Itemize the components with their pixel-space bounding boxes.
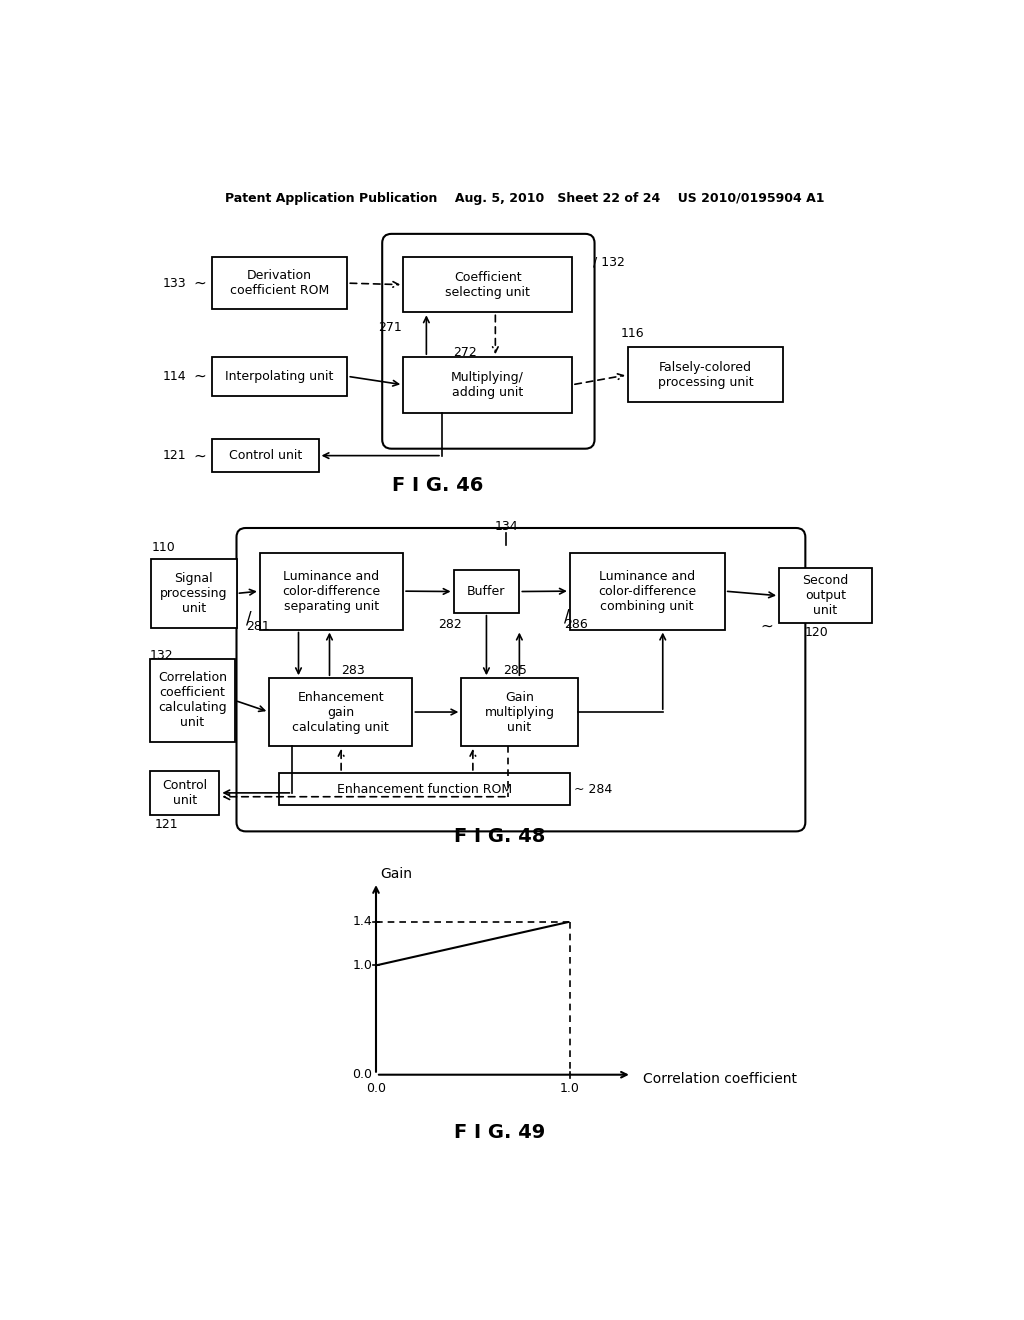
Text: 285: 285 bbox=[504, 664, 527, 677]
Text: F I G. 46: F I G. 46 bbox=[392, 477, 483, 495]
Text: 271: 271 bbox=[378, 321, 401, 334]
FancyBboxPatch shape bbox=[403, 257, 572, 313]
Text: Gain: Gain bbox=[380, 867, 412, 882]
Text: ~ 284: ~ 284 bbox=[573, 783, 612, 796]
FancyBboxPatch shape bbox=[779, 568, 872, 623]
FancyBboxPatch shape bbox=[237, 528, 805, 832]
Text: 121: 121 bbox=[155, 818, 178, 832]
FancyBboxPatch shape bbox=[461, 678, 578, 746]
Text: 1.0: 1.0 bbox=[352, 958, 372, 972]
Text: / 132: / 132 bbox=[593, 256, 625, 269]
Text: 134: 134 bbox=[495, 520, 518, 533]
FancyBboxPatch shape bbox=[150, 771, 219, 816]
Text: 1.0: 1.0 bbox=[560, 1082, 580, 1096]
Text: Coefficient
selecting unit: Coefficient selecting unit bbox=[445, 271, 530, 298]
Text: Control unit: Control unit bbox=[228, 449, 302, 462]
FancyBboxPatch shape bbox=[212, 358, 347, 396]
Text: 120: 120 bbox=[804, 626, 828, 639]
FancyBboxPatch shape bbox=[150, 659, 234, 742]
Text: 272: 272 bbox=[454, 346, 477, 359]
FancyBboxPatch shape bbox=[280, 774, 569, 805]
Text: Multiplying/
adding unit: Multiplying/ adding unit bbox=[452, 371, 524, 399]
FancyBboxPatch shape bbox=[403, 358, 572, 412]
Text: F I G. 49: F I G. 49 bbox=[455, 1123, 546, 1142]
FancyBboxPatch shape bbox=[628, 347, 783, 403]
Text: 110: 110 bbox=[152, 541, 175, 554]
Text: /: / bbox=[246, 610, 252, 628]
Text: 114: 114 bbox=[163, 370, 186, 383]
Text: Signal
processing
unit: Signal processing unit bbox=[160, 572, 227, 615]
Text: 282: 282 bbox=[437, 618, 462, 631]
Text: 0.0: 0.0 bbox=[352, 1068, 372, 1081]
Text: Luminance and
color-difference
combining unit: Luminance and color-difference combining… bbox=[598, 570, 696, 612]
Text: Interpolating unit: Interpolating unit bbox=[225, 370, 334, 383]
Text: Derivation
coefficient ROM: Derivation coefficient ROM bbox=[229, 269, 329, 297]
Text: Gain
multiplying
unit: Gain multiplying unit bbox=[484, 690, 554, 734]
Text: ~: ~ bbox=[194, 447, 206, 463]
Text: Correlation
coefficient
calculating
unit: Correlation coefficient calculating unit bbox=[158, 672, 227, 730]
Text: Falsely-colored
processing unit: Falsely-colored processing unit bbox=[657, 360, 754, 389]
FancyBboxPatch shape bbox=[212, 257, 347, 309]
Text: Correlation coefficient: Correlation coefficient bbox=[643, 1072, 798, 1085]
Text: ~: ~ bbox=[760, 619, 773, 634]
FancyBboxPatch shape bbox=[260, 553, 403, 630]
Text: Control
unit: Control unit bbox=[162, 779, 207, 807]
FancyBboxPatch shape bbox=[454, 570, 519, 612]
FancyBboxPatch shape bbox=[212, 440, 318, 471]
FancyBboxPatch shape bbox=[569, 553, 725, 630]
Text: Second
output
unit: Second output unit bbox=[803, 574, 849, 618]
Text: ~: ~ bbox=[194, 368, 206, 384]
Text: Buffer: Buffer bbox=[467, 585, 506, 598]
Text: ~: ~ bbox=[194, 276, 206, 290]
Text: Patent Application Publication    Aug. 5, 2010   Sheet 22 of 24    US 2010/01959: Patent Application Publication Aug. 5, 2… bbox=[225, 191, 824, 205]
Text: 281: 281 bbox=[246, 620, 269, 634]
Text: 0.0: 0.0 bbox=[366, 1082, 386, 1096]
Text: 133: 133 bbox=[163, 277, 186, 289]
Text: Enhancement
gain
calculating unit: Enhancement gain calculating unit bbox=[293, 690, 389, 734]
FancyBboxPatch shape bbox=[269, 678, 413, 746]
Text: 283: 283 bbox=[341, 664, 365, 677]
FancyBboxPatch shape bbox=[382, 234, 595, 449]
Text: /: / bbox=[564, 607, 570, 626]
Text: Luminance and
color-difference
separating unit: Luminance and color-difference separatin… bbox=[283, 570, 381, 612]
Text: Enhancement function ROM: Enhancement function ROM bbox=[337, 783, 512, 796]
Text: 132: 132 bbox=[150, 649, 173, 663]
Text: 1.4: 1.4 bbox=[352, 915, 372, 928]
Text: 116: 116 bbox=[621, 327, 644, 341]
Text: 286: 286 bbox=[564, 618, 588, 631]
FancyBboxPatch shape bbox=[152, 558, 237, 628]
Text: F I G. 48: F I G. 48 bbox=[455, 826, 546, 846]
Text: 121: 121 bbox=[163, 449, 186, 462]
